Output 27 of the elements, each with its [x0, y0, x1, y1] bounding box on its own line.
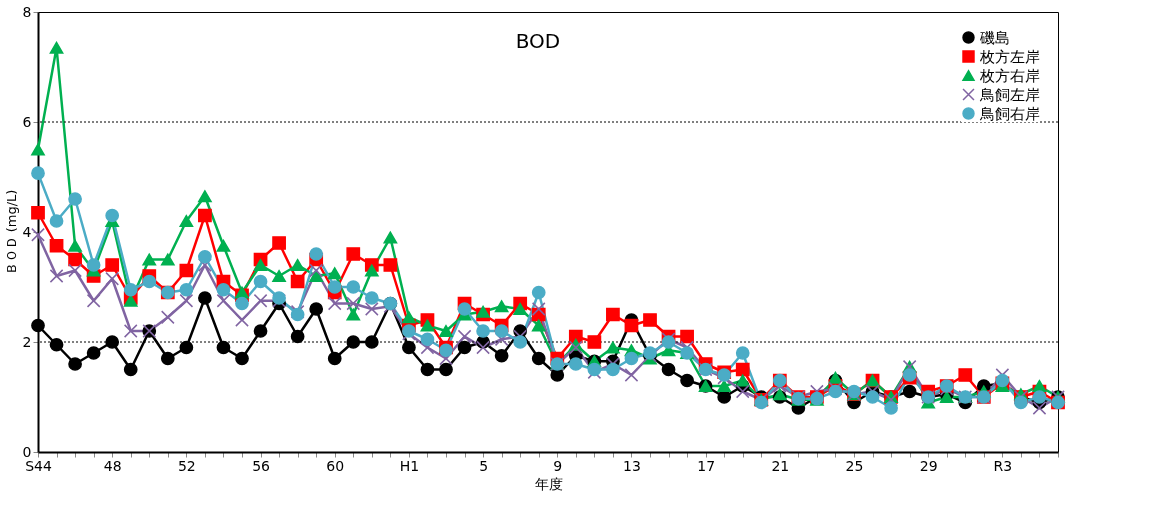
x-tick-label: 9 — [553, 457, 563, 474]
legend-label: 磯島 — [979, 28, 1010, 47]
text: BOD — [515, 29, 561, 53]
legend-label: 鳥飼右岸 — [979, 104, 1040, 123]
x-tick-label: 29 — [919, 457, 938, 474]
x-tick-label: 5 — [479, 457, 489, 474]
x-tick-label: 17 — [697, 457, 716, 474]
x-axis-title: 年度 — [534, 475, 563, 492]
x-tick-label: 56 — [252, 457, 271, 474]
x-tick-label: 13 — [623, 457, 641, 474]
x-tick-label: 52 — [177, 457, 196, 474]
y-axis-title: ＢＯＤ (mg/L) — [3, 189, 19, 276]
legend-label: 枚方右岸 — [979, 66, 1040, 85]
x-tick-label: S44 — [25, 457, 52, 474]
y-tick-label: 2 — [22, 333, 32, 350]
legend-label: 鳥飼左岸 — [979, 85, 1040, 104]
x-tick-label: 21 — [771, 457, 790, 474]
legend-label: 枚方左岸 — [979, 47, 1040, 66]
x-tick-label: 25 — [845, 457, 864, 474]
x-tick-label: 60 — [326, 457, 345, 474]
y-tick-label: 6 — [22, 113, 32, 130]
x-tick-label: H1 — [399, 457, 420, 474]
x-tick-label: 48 — [103, 457, 122, 474]
x-tick-label: R3 — [993, 457, 1013, 474]
y-tick-label: 8 — [22, 3, 32, 20]
y-tick-label: 4 — [22, 223, 32, 240]
y-tick-label: 0 — [22, 443, 32, 460]
